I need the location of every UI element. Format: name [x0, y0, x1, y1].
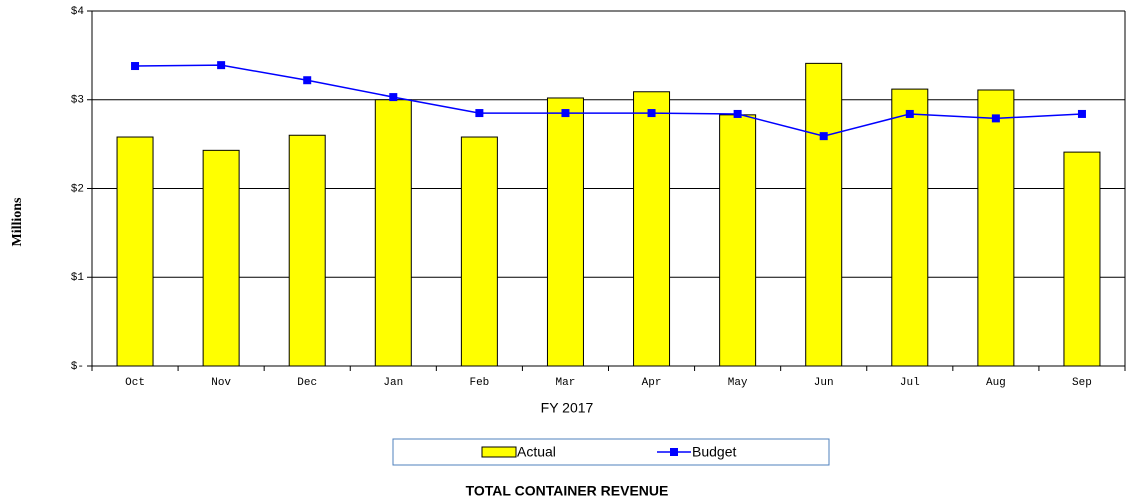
- legend-swatch: [670, 448, 678, 456]
- budget-marker: [733, 109, 742, 118]
- budget-marker: [475, 109, 484, 118]
- legend-box: [392, 438, 830, 466]
- bar: [633, 91, 671, 367]
- chart-title: TOTAL CONTAINER REVENUE: [466, 483, 669, 499]
- x-tick-label: Aug: [986, 377, 1006, 389]
- x-tick-label: Nov: [211, 377, 231, 389]
- budget-marker: [303, 76, 312, 85]
- budget-marker: [1077, 109, 1086, 118]
- budget-marker: [905, 109, 914, 118]
- legend-swatch: [481, 446, 517, 458]
- x-tick-label: Feb: [469, 377, 489, 389]
- bar: [202, 149, 240, 367]
- legend-label: Budget: [692, 444, 736, 460]
- x-tick-label: Dec: [297, 377, 317, 389]
- x-tick-label: Jun: [814, 377, 834, 389]
- y-tick-label: $-: [71, 361, 84, 373]
- y-tick-label: $4: [71, 6, 85, 18]
- budget-marker: [647, 109, 656, 118]
- bar: [460, 136, 498, 367]
- y-tick-label: $2: [71, 183, 84, 195]
- y-tick-label: $1: [71, 272, 85, 284]
- budget-marker: [991, 114, 1000, 123]
- budget-marker: [561, 109, 570, 118]
- y-tick-label: $3: [71, 95, 84, 107]
- budget-marker: [819, 132, 828, 141]
- budget-marker: [217, 61, 226, 70]
- bar: [977, 89, 1015, 367]
- bar: [719, 114, 757, 367]
- legend-label: Actual: [517, 444, 556, 460]
- x-tick-label: Oct: [125, 377, 145, 389]
- bar: [805, 62, 843, 367]
- x-tick-label: Sep: [1072, 377, 1092, 389]
- bar: [116, 136, 154, 367]
- budget-line: [135, 64, 1082, 137]
- x-tick-label: Mar: [556, 377, 576, 389]
- x-tick-label: May: [728, 377, 748, 389]
- x-axis-title: FY 2017: [541, 400, 594, 416]
- x-tick-label: Jan: [383, 377, 403, 389]
- budget-marker: [389, 93, 398, 102]
- y-axis-title: Millions: [10, 197, 25, 247]
- x-tick-label: Apr: [642, 377, 662, 389]
- bar: [288, 134, 326, 367]
- bar: [1063, 151, 1101, 367]
- bar: [546, 97, 584, 367]
- x-tick-label: Jul: [900, 377, 920, 389]
- bar: [891, 88, 929, 367]
- budget-marker: [131, 62, 140, 71]
- bar: [374, 99, 412, 367]
